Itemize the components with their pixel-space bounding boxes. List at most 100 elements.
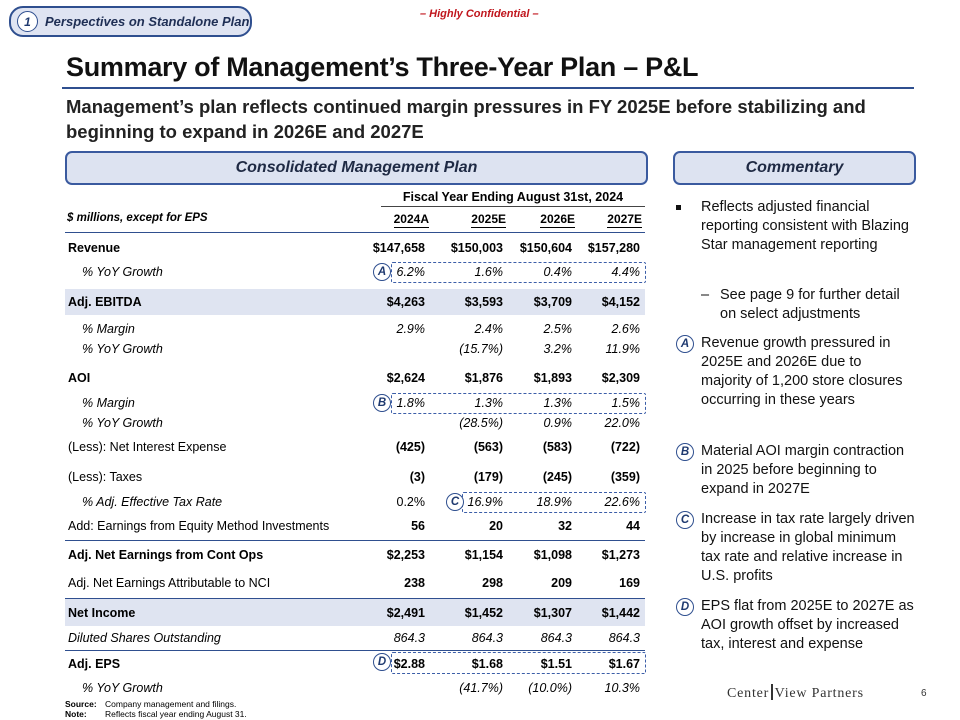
table-row-aoi-growth: % YoY Growth (28.5%) 0.9% 22.0%: [65, 413, 645, 433]
source-notes: Source: Company management and filings. N…: [65, 699, 247, 719]
cell: 0.4%: [543, 265, 573, 279]
table-row-diluted-shares: Diluted Shares Outstanding 864.3 864.3 8…: [65, 628, 645, 648]
cell: 0.9%: [543, 416, 573, 430]
cell: $150,604: [519, 241, 572, 255]
cell: (41.7%): [459, 681, 503, 695]
title-divider: [62, 87, 914, 89]
cell: $1,273: [601, 547, 640, 562]
cell: (722): [610, 440, 640, 454]
commentary-text: EPS flat from 2025E to 2027E as AOI grow…: [701, 598, 914, 652]
row-label: Revenue: [68, 241, 121, 255]
commentary-point-d: D EPS flat from 2025E to 2027E as AOI gr…: [676, 597, 916, 654]
cell: (10.0%): [528, 681, 572, 695]
cell: 2.9%: [396, 322, 426, 336]
fiscal-year-header: Fiscal Year Ending August 31st, 2024: [381, 190, 645, 207]
cell: $1,876: [464, 371, 503, 385]
table-row-net-interest: (Less): Net Interest Expense (425) (563)…: [65, 437, 645, 457]
cell: 864.3: [471, 631, 503, 645]
marker-c: C: [446, 493, 464, 511]
commentary-point-c: C Increase in tax rate largely driven by…: [676, 510, 916, 586]
cell: 864.3: [540, 631, 572, 645]
marker-d-commentary: D: [676, 598, 694, 616]
table-row-taxes: (Less): Taxes (3) (179) (245) (359): [65, 467, 645, 487]
cell: $2,309: [601, 371, 640, 385]
table-row-nci: Adj. Net Earnings Attributable to NCI 23…: [65, 573, 645, 593]
row-label: % YoY Growth: [82, 416, 163, 430]
table-row-ebitda-margin: % Margin 2.9% 2.4% 2.5% 2.6%: [65, 319, 645, 339]
cell: 209: [551, 576, 572, 590]
column-header-2025e: 2025E: [471, 212, 506, 228]
cell: $2,624: [386, 371, 425, 385]
row-label: % YoY Growth: [82, 265, 163, 279]
cell: 2.6%: [611, 322, 641, 336]
cell: $3,593: [464, 295, 503, 309]
cell: $1,098: [533, 547, 572, 562]
cell: $150,003: [450, 241, 503, 255]
section-label: Perspectives on Standalone Plan: [45, 14, 250, 29]
company-logo: Center View Partners: [727, 684, 864, 702]
cell: (359): [610, 470, 640, 484]
source-key: Source:: [65, 699, 97, 709]
marker-b: B: [373, 394, 391, 412]
commentary-point-a: A Revenue growth pressured in 2025E and …: [676, 334, 916, 410]
commentary-header: Commentary: [673, 151, 916, 185]
row-label: Adj. EBITDA: [68, 295, 142, 309]
cell: 44: [626, 519, 640, 533]
cell: 22.6%: [604, 495, 640, 509]
cell: 18.9%: [536, 495, 572, 509]
table-row-net-income: Net Income $2,491 $1,452 $1,307 $1,442: [65, 598, 645, 626]
marker-d: D: [373, 653, 391, 671]
table-row-ebitda-growth: % YoY Growth (15.7%) 3.2% 11.9%: [65, 339, 645, 359]
cell: $1.67: [608, 656, 640, 671]
cell: $1.68: [471, 656, 503, 671]
marker-b-commentary: B: [676, 443, 694, 461]
cell: $1,442: [601, 605, 640, 620]
cell: $1.51: [540, 656, 572, 671]
cell: $2.88: [393, 656, 425, 671]
table-row-adj-eps: Adj. EPS $2.88 $1.68 $1.51 $1.67: [65, 650, 645, 676]
table-row-net-earnings: Adj. Net Earnings from Cont Ops $2,253 $…: [65, 540, 645, 568]
page-subtitle: Management’s plan reflects continued mar…: [66, 96, 866, 142]
commentary-text: See page 9 for further detail on select …: [720, 287, 900, 322]
cell: 2.4%: [474, 322, 504, 336]
cell: $147,658: [372, 241, 425, 255]
cell: 16.9%: [467, 495, 503, 509]
dash-bullet-icon: –: [701, 287, 710, 303]
table-row-equity-earnings: Add: Earnings from Equity Method Investm…: [65, 516, 645, 536]
table-row-aoi: AOI $2,624 $1,876 $1,893 $2,309: [65, 368, 645, 388]
cell: (15.7%): [459, 342, 503, 356]
section-tab: 1 Perspectives on Standalone Plan: [9, 6, 252, 37]
cell: 1.8%: [396, 396, 426, 410]
table-row-aoi-margin: % Margin 1.8% 1.3% 1.3% 1.5%: [65, 393, 645, 413]
cell: 0.2%: [396, 495, 426, 509]
row-label: AOI: [68, 371, 91, 385]
cell: 10.3%: [604, 681, 640, 695]
cell: 169: [619, 576, 640, 590]
cell: 20: [489, 519, 503, 533]
cell: 1.6%: [474, 265, 504, 279]
row-label: % Margin: [82, 322, 135, 336]
row-label: Net Income: [68, 605, 136, 620]
table-header-rule: [65, 232, 645, 234]
cell: $1,893: [533, 371, 572, 385]
row-label: Diluted Shares Outstanding: [68, 631, 221, 645]
cell: $4,152: [601, 295, 640, 309]
commentary-text: Revenue growth pressured in 2025E and 20…: [701, 335, 903, 408]
cell: $3,709: [533, 295, 572, 309]
units-label: $ millions, except for EPS: [67, 212, 208, 224]
cell: (425): [395, 440, 425, 454]
row-label: Adj. EPS: [68, 656, 121, 671]
cell: $2,491: [386, 605, 425, 620]
cell: (3): [409, 470, 425, 484]
table-row-eps-growth: % YoY Growth (41.7%) (10.0%) 10.3%: [65, 678, 645, 698]
cell: 4.4%: [611, 265, 641, 279]
row-label: (Less): Taxes: [68, 470, 143, 484]
cell: 864.3: [393, 631, 425, 645]
row-label: Adj. Net Earnings from Cont Ops: [68, 547, 264, 562]
cell: 238: [404, 576, 425, 590]
cell: (179): [473, 470, 503, 484]
cell: 1.3%: [543, 396, 573, 410]
cell: $4,263: [386, 295, 425, 309]
cell: 6.2%: [396, 265, 426, 279]
cell: (583): [542, 440, 572, 454]
